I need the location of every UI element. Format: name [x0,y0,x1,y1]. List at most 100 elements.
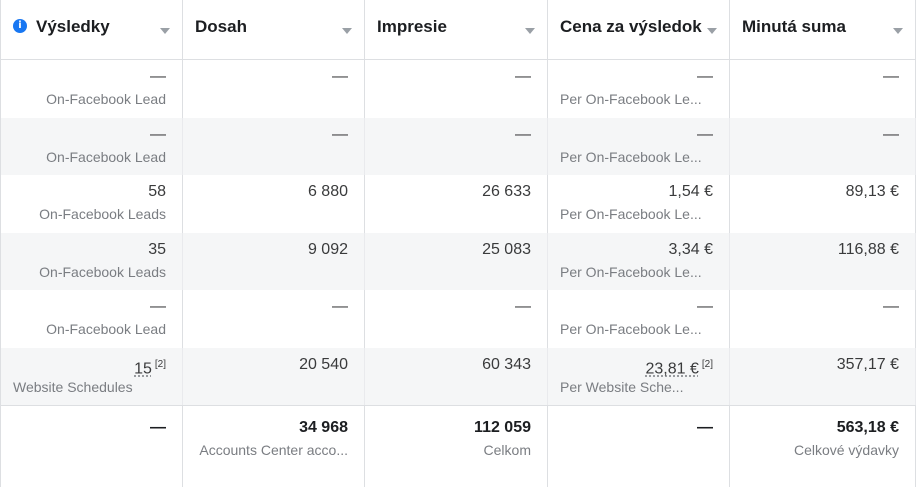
reach-value: 6 880 [307,183,348,200]
cost-cell: 23,81 € [2] Per Website Sche... [548,347,730,405]
spent-cell: 89,13 € [730,175,916,233]
footnote-marker[interactable]: [2] [154,358,166,370]
results-value: 58 [148,183,166,200]
results-cell: 15 [2] Website Schedules [1,347,183,405]
total-results-cell: — [1,406,183,487]
results-cell: 58 On-Facebook Leads [1,175,183,233]
impressions-value: 25 083 [482,240,531,258]
impressions-value: 60 343 [482,355,531,373]
results-cell: — On-Facebook Lead [1,60,183,118]
total-impressions-cell: 112 059 Celkom [365,406,548,487]
reach-cell: 6 880 [183,175,365,233]
cost-cell: — Per On-Facebook Le... [548,60,730,118]
column-header-reach[interactable]: Dosah [183,0,365,60]
results-type: On-Facebook Leads [39,206,166,222]
impressions-value: — [515,68,531,85]
spent-value: 357,17 € [836,355,899,373]
cost-type: Per On-Facebook Le... [560,263,702,280]
spent-value: 116,88 € [837,240,899,258]
impressions-cell: 25 083 [365,232,548,290]
results-value: — [150,298,166,315]
cost-value: — [697,125,713,143]
reach-cell: — [183,117,365,175]
cost-cell: — Per On-Facebook Le... [548,117,730,175]
cost-cell: 3,34 € Per On-Facebook Le... [548,232,730,290]
impressions-value: 26 633 [482,183,531,200]
cost-value: 3,34 € [668,240,713,258]
cost-type: Per On-Facebook Le... [560,148,702,165]
cost-type: Per On-Facebook Le... [560,321,702,337]
results-cell: — On-Facebook Lead [1,290,183,348]
spent-value: — [883,68,899,85]
spent-cell: — [730,290,916,348]
table-row[interactable]: 15 [2] Website Schedules 20 540 60 343 23… [1,347,916,405]
results-value[interactable]: 15 [134,359,152,377]
totals-row: — 34 968 Accounts Center acco... 112 059… [1,405,916,487]
column-header-label: Impresie [377,17,447,36]
impressions-value: — [515,125,531,143]
total-spent-value: 563,18 € [836,419,899,436]
total-reach-value: 34 968 [299,419,348,436]
impressions-cell: 60 343 [365,347,548,405]
total-reach-cell: 34 968 Accounts Center acco... [183,406,365,487]
results-value: — [150,125,166,143]
cost-value-wrap: 23,81 € [2] [560,355,713,377]
results-cell: — On-Facebook Lead [1,117,183,175]
reach-value: 9 092 [307,240,348,258]
impressions-cell: — [365,117,548,175]
spent-cell: — [730,60,916,118]
table-row[interactable]: — On-Facebook Lead — — — Per On-Facebook… [1,60,916,118]
chevron-down-icon[interactable] [707,28,717,34]
table-row[interactable]: 35 On-Facebook Leads 9 092 25 083 3,34 €… [1,232,916,290]
column-header-label: Minutá suma [742,17,846,36]
results-type: Website Schedules [13,378,133,395]
chevron-down-icon[interactable] [160,28,170,34]
results-cell: 35 On-Facebook Leads [1,232,183,290]
table-row[interactable]: 58 On-Facebook Leads 6 880 26 633 1,54 €… [1,175,916,233]
table-row[interactable]: — On-Facebook Lead — — — Per On-Facebook… [1,290,916,348]
results-type: On-Facebook Leads [39,263,166,280]
info-icon[interactable]: i [13,19,27,33]
column-header-results[interactable]: i Výsledky [1,0,183,60]
impressions-cell: — [365,290,548,348]
results-value-wrap: 15 [2] [13,355,166,377]
results-value: — [150,68,166,85]
reach-value: — [332,125,348,143]
total-impressions-value: 112 059 [474,419,531,436]
chevron-down-icon[interactable] [342,28,352,34]
cost-type: Per On-Facebook Le... [560,206,702,222]
column-header-label: Cena za výsledok [560,17,702,36]
chevron-down-icon[interactable] [525,28,535,34]
footnote-marker[interactable]: [2] [701,358,713,370]
reach-cell: — [183,60,365,118]
reach-cell: 9 092 [183,232,365,290]
cost-value: — [697,68,713,85]
impressions-cell: 26 633 [365,175,548,233]
impressions-cell: — [365,60,548,118]
cost-type: Per On-Facebook Le... [560,91,702,107]
column-header-cost-per-result[interactable]: Cena za výsledok [548,0,730,60]
column-header-label: Dosah [195,17,247,36]
results-type: On-Facebook Lead [46,91,166,107]
column-header-amount-spent[interactable]: Minutá suma [730,0,916,60]
cost-value: 1,54 € [668,183,713,200]
total-reach-label: Accounts Center acco... [199,442,348,458]
total-impressions-label: Celkom [483,442,531,458]
total-cost-value: — [697,419,713,436]
reach-value: 20 540 [299,355,348,373]
reach-value: — [332,298,348,315]
table-row[interactable]: — On-Facebook Lead — — — Per On-Facebook… [1,117,916,175]
impressions-value: — [515,298,531,315]
cost-value: — [697,298,713,315]
spent-value: — [883,298,899,315]
results-type: On-Facebook Lead [46,321,166,337]
spent-value: — [883,125,899,143]
chevron-down-icon[interactable] [893,28,903,34]
column-header-impressions[interactable]: Impresie [365,0,548,60]
results-value: 35 [148,240,166,258]
cost-value[interactable]: 23,81 € [645,359,699,377]
total-results-value: — [150,419,166,436]
cost-type: Per Website Sche... [560,378,684,395]
cost-cell: — Per On-Facebook Le... [548,290,730,348]
